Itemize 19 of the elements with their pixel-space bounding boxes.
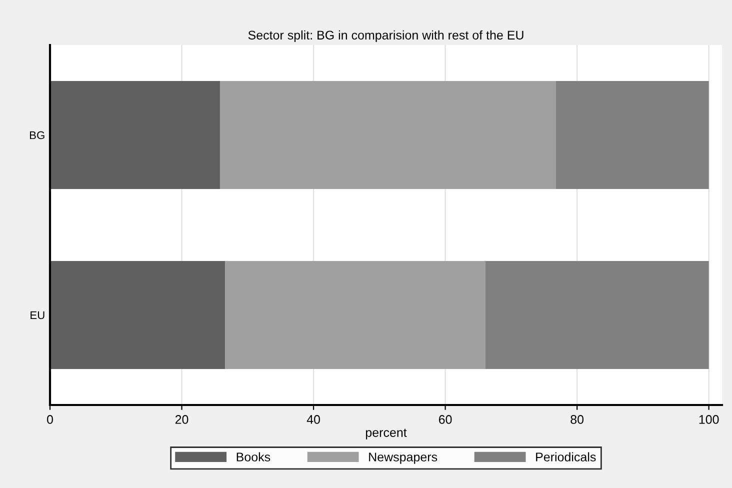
bar	[485, 261, 709, 369]
x-tick-label: 40	[306, 415, 320, 424]
bar	[220, 81, 556, 189]
x-tick-label: 0	[47, 415, 53, 424]
bar	[50, 261, 226, 369]
x-tick-label: 100	[699, 415, 719, 424]
y-tick-label: EU	[30, 311, 44, 320]
y-tick-label: BG	[30, 131, 44, 140]
x-axis-title: percent	[366, 428, 407, 440]
x-tick-label: 20	[175, 415, 188, 424]
x-tick-label: 60	[438, 415, 452, 424]
chart-title: Sector split: BG in comparision with rest of the EU	[248, 30, 524, 42]
legend-label: Periodicals	[536, 452, 596, 462]
legend-label: Newspapers	[369, 452, 438, 464]
bar	[556, 81, 709, 189]
bar	[225, 261, 486, 369]
legend-label: Books	[236, 452, 270, 462]
bar	[50, 81, 220, 189]
x-tick-label: 80	[570, 415, 584, 424]
